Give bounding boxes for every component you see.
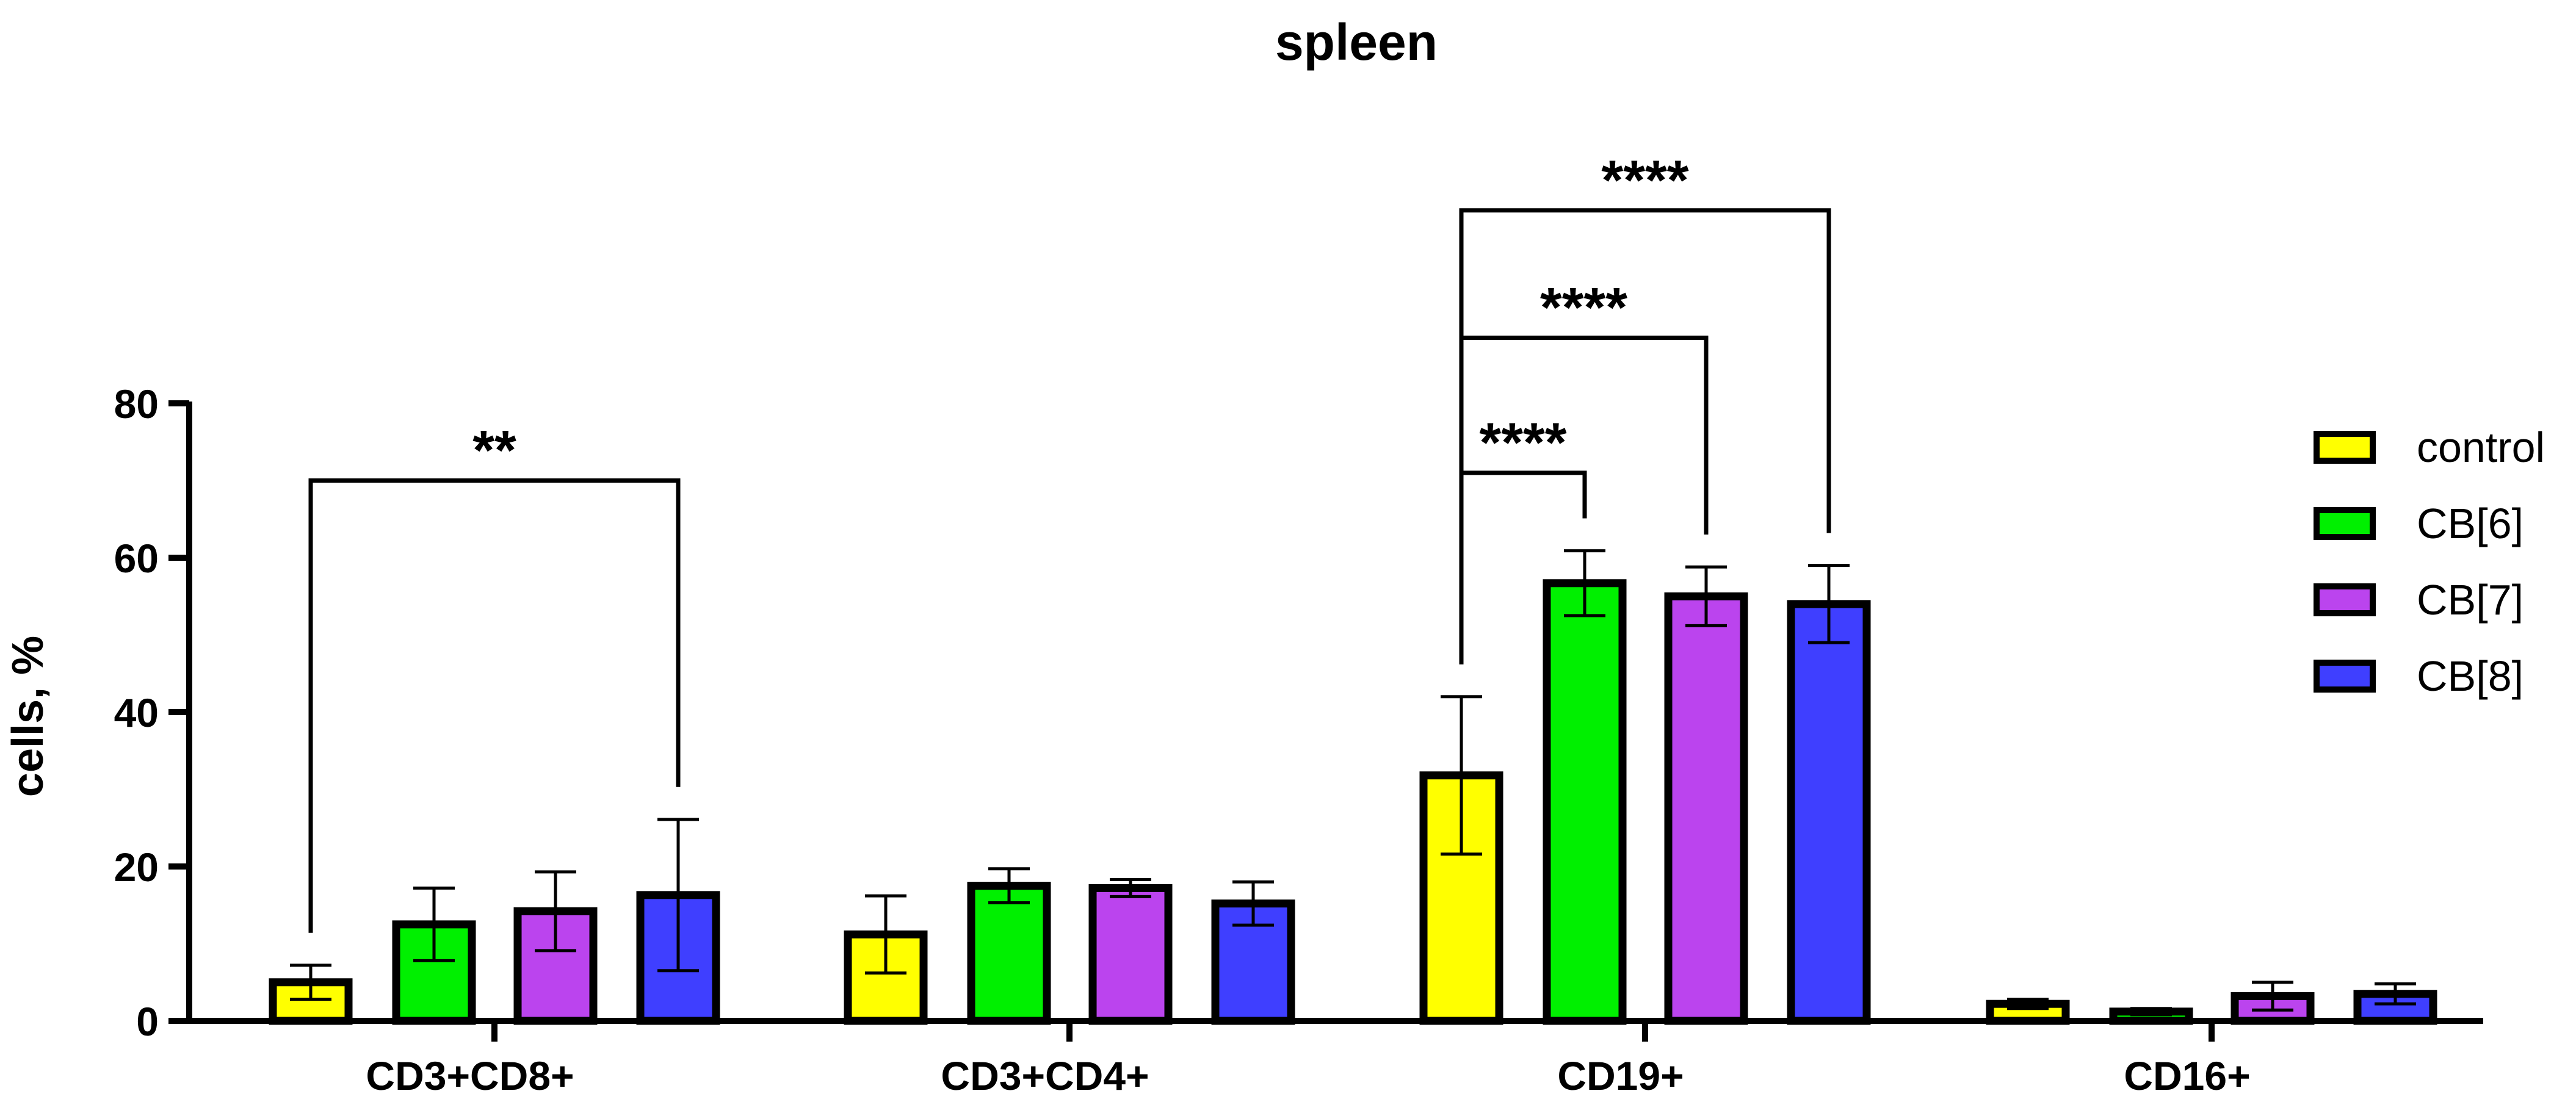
x-tick-label: CD3+CD4+ bbox=[941, 1053, 1149, 1098]
significance-bracket bbox=[1459, 208, 1831, 665]
legend-swatch bbox=[2314, 583, 2376, 616]
legend-swatch bbox=[2314, 507, 2376, 540]
significance-label: **** bbox=[1540, 276, 1627, 339]
y-tick-label: 20 bbox=[114, 845, 159, 890]
y-tick-label: 80 bbox=[114, 381, 159, 427]
y-tick-label: 60 bbox=[114, 536, 159, 581]
y-axis-label: cells, % bbox=[4, 636, 52, 797]
legend: control CB[6] CB[7] CB[8] bbox=[2314, 423, 2545, 700]
significance-label: **** bbox=[1601, 149, 1688, 212]
x-tick-label: CD19+ bbox=[1557, 1053, 1684, 1098]
significance-label: **** bbox=[1479, 412, 1566, 474]
bar bbox=[967, 882, 1051, 1025]
legend-swatch bbox=[2314, 431, 2376, 464]
y-tick-label: 40 bbox=[114, 690, 159, 735]
legend-label: CB[6] bbox=[2417, 500, 2524, 547]
y-tick-label: 0 bbox=[136, 999, 159, 1044]
bar bbox=[1088, 884, 1173, 1025]
bar bbox=[1787, 600, 1871, 1025]
significance-bracket bbox=[308, 478, 681, 933]
legend-label: control bbox=[2417, 423, 2545, 471]
legend-label: CB[8] bbox=[2417, 652, 2524, 700]
bar bbox=[1664, 592, 1748, 1025]
significance-label: ** bbox=[472, 420, 516, 482]
legend-label: CB[7] bbox=[2417, 576, 2524, 624]
legend-swatch bbox=[2314, 660, 2376, 693]
chart-title: spleen bbox=[1275, 13, 1438, 71]
bar bbox=[1543, 579, 1627, 1025]
x-tick-label: CD16+ bbox=[2124, 1053, 2250, 1098]
x-tick-label: CD3+CD8+ bbox=[366, 1053, 574, 1098]
